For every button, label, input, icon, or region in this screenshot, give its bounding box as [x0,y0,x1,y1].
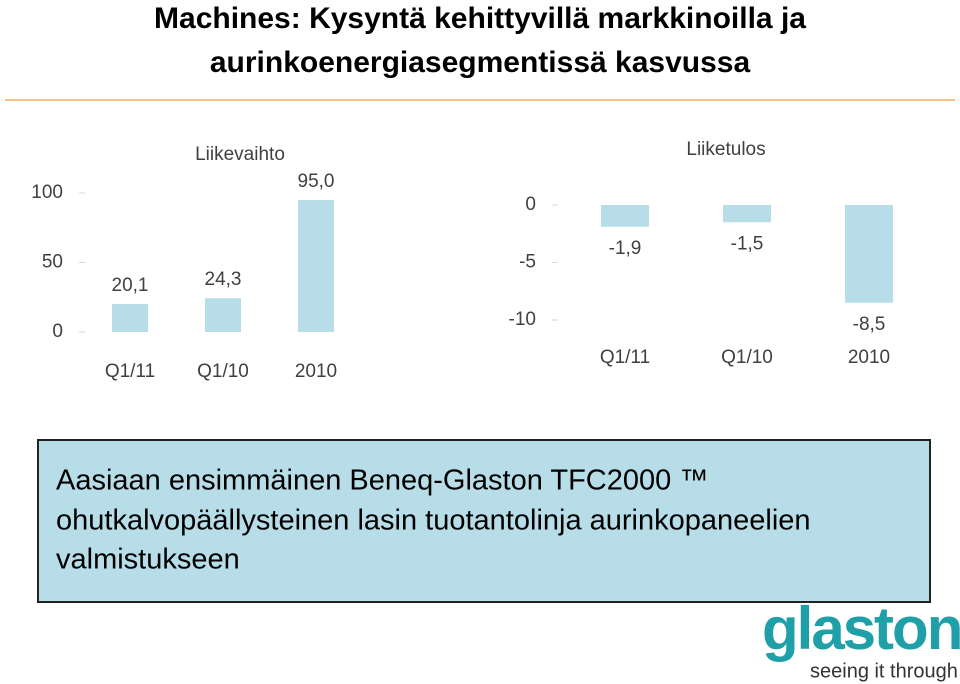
x-tick-label: 2010 [848,347,890,368]
note-text: ohutkalvopäällysteinen lasin tuotantolin… [56,505,811,537]
bar [205,298,241,332]
x-tick-label: Q1/10 [197,361,249,382]
value-label: -1,5 [731,233,764,254]
logo-tagline: seeing it through [810,660,958,682]
note-text: Aasiaan ensimmäinen Beneq-Glaston TFC200… [56,465,708,497]
bar [845,205,893,303]
chart-title: Liiketulos [686,139,765,160]
bar [112,304,148,332]
y-tick-label: -10 [509,309,536,330]
bar [298,199,334,332]
y-tick-label: 50 [42,252,63,273]
logo: glaston [762,595,960,662]
value-label: -8,5 [853,314,886,335]
bar [601,205,649,227]
value-label: -1,9 [609,238,642,259]
x-tick-label: Q1/11 [600,347,650,368]
y-tick-label: -5 [519,252,536,273]
y-tick-label: 0 [525,194,536,215]
y-tick-label: 100 [31,182,63,203]
x-tick-label: 2010 [295,361,337,382]
note-text: valmistukseen [56,544,240,576]
slide-title: Machines: Kysyntä kehittyvillä markkinoi… [154,2,806,35]
chart-title: Liikevaihto [195,144,285,165]
x-tick-label: Q1/10 [721,347,773,368]
x-tick-label: Q1/11 [105,361,155,382]
slide-title: aurinkoenergiasegmentissä kasvussa [210,46,751,79]
y-tick-label: 0 [52,321,63,342]
note-box [37,439,931,603]
value-label: 20,1 [112,275,149,296]
value-label: 95,0 [298,171,335,192]
value-label: 24,3 [205,269,242,290]
bar [723,205,771,223]
